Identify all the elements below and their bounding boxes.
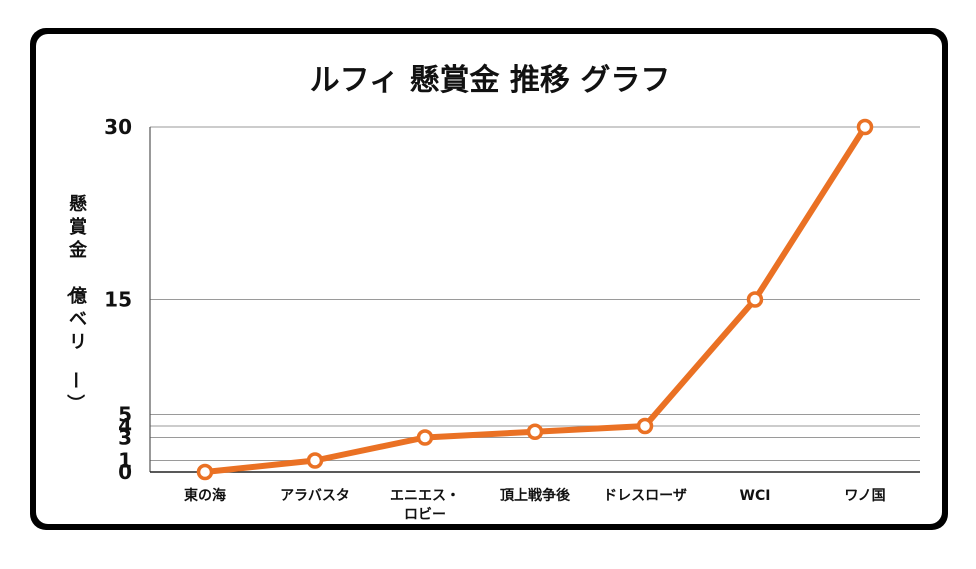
x-tick-label: ワノ国 [844, 488, 885, 504]
y-tick-label: 3 [118, 426, 132, 450]
grid-layer [150, 126, 920, 461]
chart-card [36, 34, 942, 524]
x-tick-labels: 東の海 アラバスタ エニエス・ロビー 頂上戦争後 ドレスローザ WCI ワノ国 [184, 487, 886, 523]
data-point [306, 452, 324, 469]
data-point [856, 118, 874, 136]
x-tick-label: アラバスタ [280, 488, 350, 504]
y-axis-label: 懸賞金（億ベリー） [64, 194, 88, 412]
data-point [416, 429, 434, 446]
y-tick-label: 0 [118, 460, 132, 484]
chart-title: ルフィ 懸賞金 推移 グラフ [310, 63, 671, 98]
y-tick-label: 15 [104, 288, 132, 312]
y-tick-label: 4 [118, 414, 132, 438]
axis-layer [149, 127, 920, 473]
data-point [526, 423, 544, 440]
y-tick-label: 5 [118, 403, 132, 427]
x-tick-label: 頂上戦争後 [500, 487, 571, 504]
x-tick-label: WCI [740, 488, 771, 504]
data-points [196, 118, 874, 481]
y-tick-label: 1 [118, 449, 132, 473]
x-tick-label: エニエス・ロビー [390, 488, 460, 523]
y-tick-label: 30 [104, 115, 132, 139]
data-point [746, 291, 764, 308]
data-point [636, 417, 654, 435]
data-point [196, 463, 214, 481]
x-tick-label: 東の海 [184, 487, 226, 504]
y-axis-label: 懸賞金（億ベリー） [64, 194, 88, 412]
x-tick-label: ドレスローザ [603, 488, 687, 504]
